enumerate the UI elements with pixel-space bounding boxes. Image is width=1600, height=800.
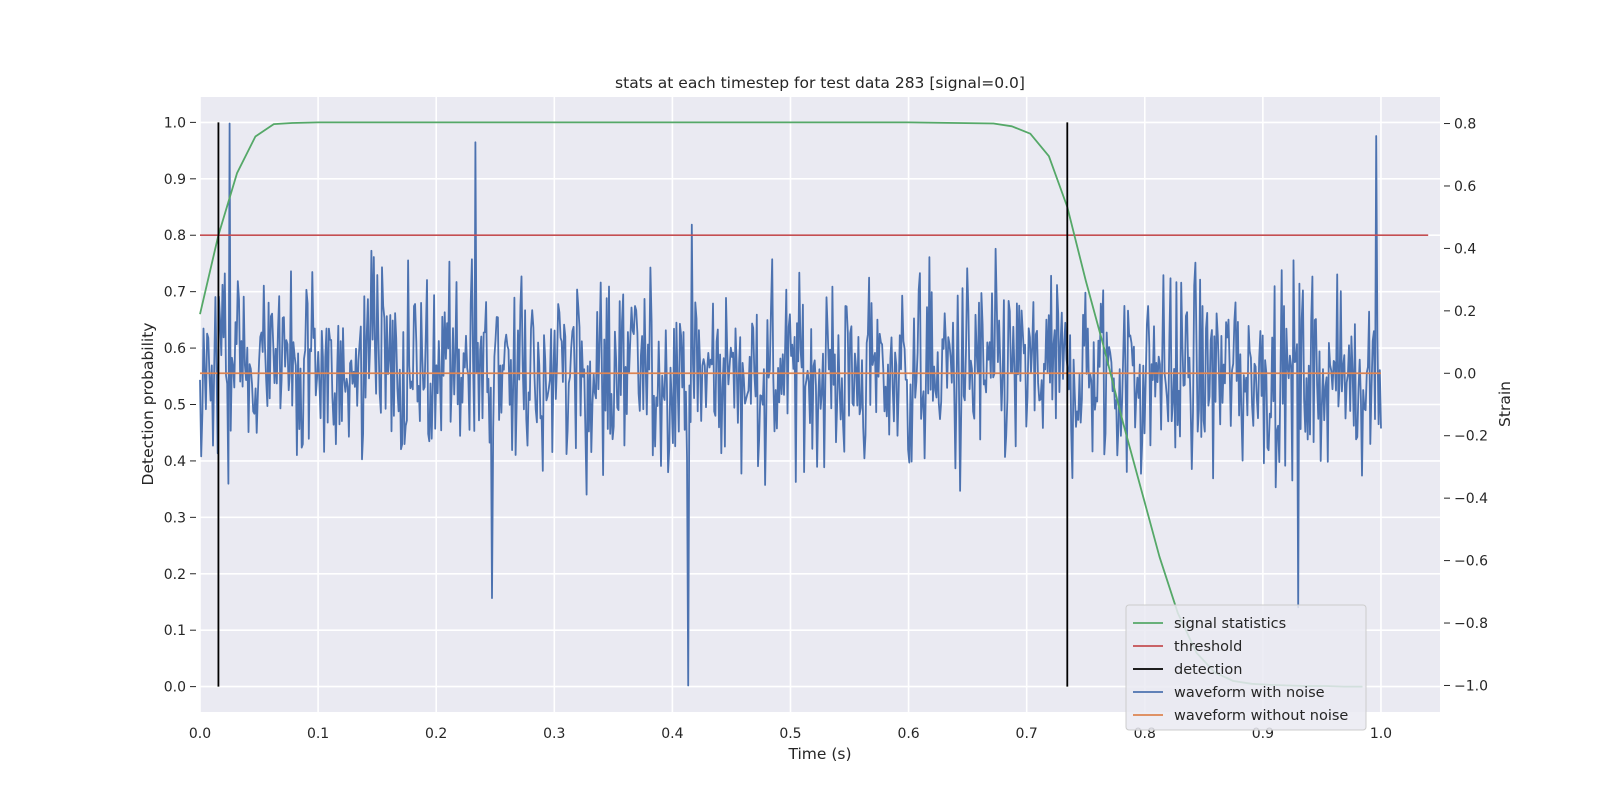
y-left-tick-label: 0.1 [164, 623, 186, 639]
waveform-with-noise-line [199, 122, 1382, 687]
chart-title: stats at each timestep for test data 283… [615, 74, 1025, 92]
x-axis-label: Time (s) [787, 745, 851, 763]
x-tick-label: 0.5 [779, 726, 801, 742]
legend: signal statistics threshold detection wavef… [1125, 604, 1367, 731]
y-left-tick-label: 0.5 [164, 398, 186, 414]
y-right-tick-label: −0.6 [1454, 554, 1488, 570]
y-right-tick-label: 0.4 [1454, 241, 1476, 257]
y-right-tick-label: 0.0 [1454, 366, 1476, 382]
y-right-tick-label: −0.2 [1454, 429, 1488, 445]
legend-label: waveform with noise [1174, 685, 1325, 701]
x-tick-label: 0.1 [307, 726, 329, 742]
legend-label: waveform without noise [1174, 708, 1348, 724]
y-left-tick-label: 0.9 [164, 172, 186, 188]
y-left-tick-label: 0.8 [164, 228, 186, 244]
y-left-tick-label: 1.0 [164, 115, 186, 131]
y-left-tick-label: 0.3 [164, 510, 186, 526]
x-tick-label: 0.0 [189, 726, 211, 742]
y-right-tick-label: 0.6 [1454, 179, 1476, 195]
y-left-tick-label: 0.6 [164, 341, 186, 357]
legend-label: threshold [1174, 639, 1242, 655]
legend-box [1125, 604, 1367, 731]
y-right-tick-label: −0.8 [1454, 616, 1488, 632]
y-axis-left-label: Detection probability [139, 323, 157, 486]
legend-label: detection [1174, 662, 1242, 678]
x-tick-label: 0.2 [425, 726, 447, 742]
y-right-tick-label: 0.2 [1454, 304, 1476, 320]
y-axis-right: 0.8 0.6 0.4 0.2 0.0 −0.2 −0.4 −0.6 −0.8 −1.0 [1444, 117, 1488, 694]
y-axis-left: 0.0 0.1 0.2 0.3 0.4 0.5 0.6 0.7 0.8 0.9 1.0 [164, 115, 196, 696]
x-tick-label: 0.3 [543, 726, 565, 742]
series-layer [199, 121, 1429, 688]
y-right-tick-label: 0.8 [1454, 117, 1476, 133]
y-right-tick-label: −0.4 [1454, 491, 1488, 507]
x-tick-label: 1.0 [1370, 726, 1392, 742]
legend-label: signal statistics [1174, 616, 1286, 632]
y-left-tick-label: 0.2 [164, 567, 186, 583]
x-tick-label: 0.4 [661, 726, 683, 742]
y-left-tick-label: 0.7 [164, 285, 186, 301]
y-right-tick-label: −1.0 [1454, 678, 1488, 694]
x-tick-label: 0.7 [1016, 726, 1038, 742]
y-axis-right-label: Strain [1496, 381, 1514, 427]
x-tick-label: 0.6 [897, 726, 919, 742]
y-left-tick-label: 0.0 [164, 680, 186, 696]
y-left-tick-label: 0.4 [164, 454, 186, 470]
